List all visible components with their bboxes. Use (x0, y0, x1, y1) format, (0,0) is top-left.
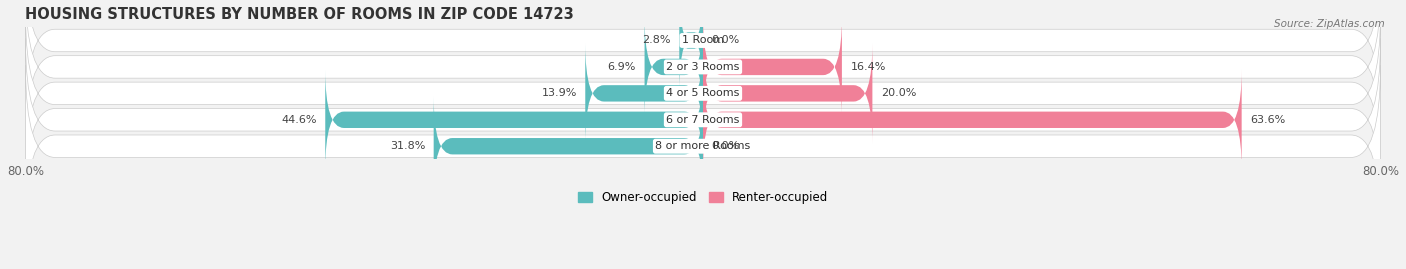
FancyBboxPatch shape (644, 17, 703, 117)
Text: 20.0%: 20.0% (880, 88, 917, 98)
FancyBboxPatch shape (25, 65, 1381, 228)
Text: 6 or 7 Rooms: 6 or 7 Rooms (666, 115, 740, 125)
FancyBboxPatch shape (325, 70, 703, 170)
Text: 0.0%: 0.0% (711, 36, 740, 45)
Legend: Owner-occupied, Renter-occupied: Owner-occupied, Renter-occupied (572, 187, 834, 209)
FancyBboxPatch shape (585, 43, 703, 143)
Text: 0.0%: 0.0% (711, 141, 740, 151)
FancyBboxPatch shape (679, 0, 703, 90)
FancyBboxPatch shape (703, 43, 872, 143)
Text: 2.8%: 2.8% (643, 36, 671, 45)
Text: 13.9%: 13.9% (541, 88, 576, 98)
Text: 16.4%: 16.4% (851, 62, 886, 72)
FancyBboxPatch shape (25, 12, 1381, 175)
Text: 1 Room: 1 Room (682, 36, 724, 45)
FancyBboxPatch shape (25, 0, 1381, 122)
Text: HOUSING STRUCTURES BY NUMBER OF ROOMS IN ZIP CODE 14723: HOUSING STRUCTURES BY NUMBER OF ROOMS IN… (25, 7, 574, 22)
Text: 2 or 3 Rooms: 2 or 3 Rooms (666, 62, 740, 72)
Text: 63.6%: 63.6% (1250, 115, 1285, 125)
Text: 8 or more Rooms: 8 or more Rooms (655, 141, 751, 151)
Text: Source: ZipAtlas.com: Source: ZipAtlas.com (1274, 19, 1385, 29)
Text: 31.8%: 31.8% (389, 141, 425, 151)
FancyBboxPatch shape (433, 96, 703, 196)
Text: 6.9%: 6.9% (607, 62, 636, 72)
FancyBboxPatch shape (703, 70, 1241, 170)
Text: 4 or 5 Rooms: 4 or 5 Rooms (666, 88, 740, 98)
Text: 44.6%: 44.6% (281, 115, 316, 125)
FancyBboxPatch shape (25, 38, 1381, 201)
FancyBboxPatch shape (25, 0, 1381, 148)
FancyBboxPatch shape (703, 17, 842, 117)
